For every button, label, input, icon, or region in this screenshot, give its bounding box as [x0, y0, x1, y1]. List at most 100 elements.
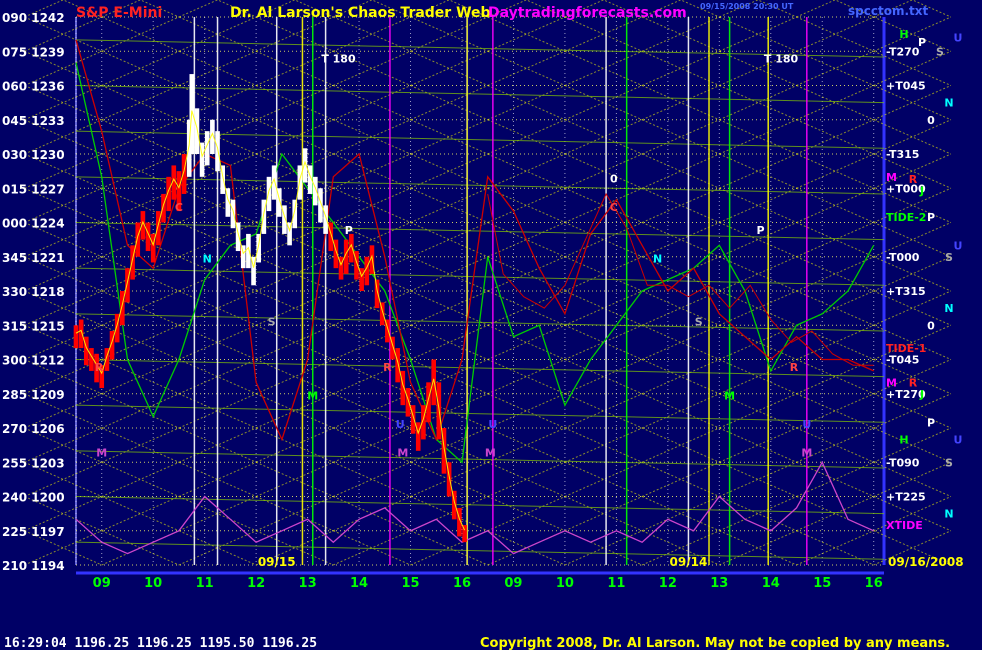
y-tick-label: 300 1212 — [2, 354, 65, 368]
labels-layer: 090 1242 075 1239 060 1236 045 1233 030 1230… — [2, 11, 964, 591]
price-bar — [94, 353, 99, 383]
price-bar — [246, 233, 251, 269]
price-bar — [225, 188, 231, 217]
chart-annotation: 0 — [610, 173, 618, 186]
price-bar — [230, 199, 236, 229]
y-tick-label: 060 1236 — [2, 80, 65, 94]
price-bar — [251, 256, 256, 286]
price-bar — [78, 319, 84, 349]
chart-annotation: M — [397, 447, 408, 460]
price-bar — [266, 176, 272, 212]
price-bar — [73, 325, 79, 349]
chart-annotation: S — [695, 315, 703, 328]
price-bar — [130, 245, 135, 280]
price-bar — [343, 239, 349, 274]
price-bar — [312, 176, 318, 206]
chart-annotation: M — [724, 389, 735, 402]
planet-label: P — [927, 416, 935, 429]
timestamp: 09/15/2008 20:30 UT — [700, 2, 794, 11]
y-tick-label: 255 1203 — [2, 456, 65, 470]
planet-label: 0 — [927, 114, 935, 127]
price-bar — [287, 222, 292, 246]
copyright: Copyright 2008, Dr. Al Larson. May not b… — [480, 636, 950, 650]
chart-annotation: C — [175, 201, 183, 214]
price-bars-layer — [73, 74, 874, 543]
price-bar — [385, 319, 390, 343]
chart-annotation: R — [383, 361, 392, 374]
price-bar — [359, 268, 364, 291]
guide-line — [75, 39, 885, 58]
chart-annotation: U — [396, 418, 405, 431]
price-bar — [186, 119, 192, 177]
price-bar — [235, 222, 241, 252]
chart-annotation: U — [802, 418, 811, 431]
vertical-markers-layer — [193, 17, 808, 565]
price-bar — [405, 388, 411, 417]
date-label: 09/15 — [258, 555, 296, 569]
price-bar — [256, 233, 262, 263]
y-tick-label: 225 1197 — [2, 525, 65, 539]
right-axis-label: XTIDE — [886, 519, 923, 532]
price-bar — [220, 165, 225, 194]
x-tick-label: 09 — [93, 576, 111, 591]
planet-label: H — [899, 28, 908, 41]
price-bar — [140, 211, 146, 240]
price-bar — [400, 370, 406, 406]
price-bar — [328, 222, 334, 252]
chart-annotation: N — [653, 252, 662, 265]
right-axis-label: -T000 — [886, 251, 920, 264]
chart-annotation: M — [307, 389, 318, 402]
price-bar — [333, 239, 339, 269]
x-tick-label: 12 — [247, 576, 265, 591]
chart-annotation: R — [95, 361, 104, 374]
x-tick-label: 16 — [865, 576, 883, 591]
price-bar — [462, 525, 467, 543]
price-bar — [307, 165, 313, 194]
y-tick-label: 045 1233 — [2, 114, 65, 128]
right-axis-label: TIDE-1 — [886, 342, 926, 355]
price-bar — [282, 205, 287, 234]
y-tick-label: 210 1194 — [2, 559, 65, 573]
file-name: spcctom.txt — [848, 4, 928, 18]
guide-line — [75, 85, 885, 104]
price-bar — [338, 256, 344, 280]
right-axis-label: +T045 — [886, 80, 926, 93]
price-bar — [125, 268, 130, 303]
quote-readout: 16:29:04 1196.25 1196.25 1195.50 1196.25 — [4, 636, 317, 650]
price-bar — [150, 233, 156, 263]
price-bar — [297, 165, 303, 200]
chart-annotation: P — [756, 224, 764, 237]
price-bar — [204, 131, 210, 166]
price-bar — [271, 165, 277, 200]
x-tick-label: 10 — [556, 576, 574, 591]
chart-annotation: P — [345, 224, 353, 237]
x-tick-label: 14 — [762, 576, 780, 591]
price-bar — [441, 428, 447, 474]
planet-label: R — [909, 376, 918, 389]
x-tick-label: 11 — [196, 576, 214, 591]
x-tick-label: 12 — [659, 576, 677, 591]
chart-annotation: M — [96, 447, 107, 460]
planet-label: U — [954, 239, 963, 252]
x-tick-label: 10 — [144, 576, 162, 591]
guide-line — [75, 176, 885, 195]
price-bar — [194, 108, 200, 154]
planet-label: N — [944, 302, 953, 315]
series-tide-2-line — [75, 62, 875, 464]
planet-label: S — [936, 45, 944, 58]
x-tick-label: 09 — [504, 576, 522, 591]
right-axis-label: TIDE-2 — [886, 211, 926, 224]
price-bar — [181, 154, 187, 194]
price-bar — [276, 188, 282, 217]
price-bar — [145, 222, 151, 252]
x-tick-label: 14 — [350, 576, 368, 591]
price-bar — [114, 313, 120, 343]
y-tick-label: 090 1242 — [2, 11, 65, 25]
chart-annotation: T 180 — [764, 53, 799, 66]
price-bar — [135, 222, 141, 257]
price-bar — [99, 365, 105, 389]
right-axis-label: -T090 — [886, 456, 920, 469]
price-bar — [421, 405, 426, 440]
price-bar — [166, 176, 171, 212]
